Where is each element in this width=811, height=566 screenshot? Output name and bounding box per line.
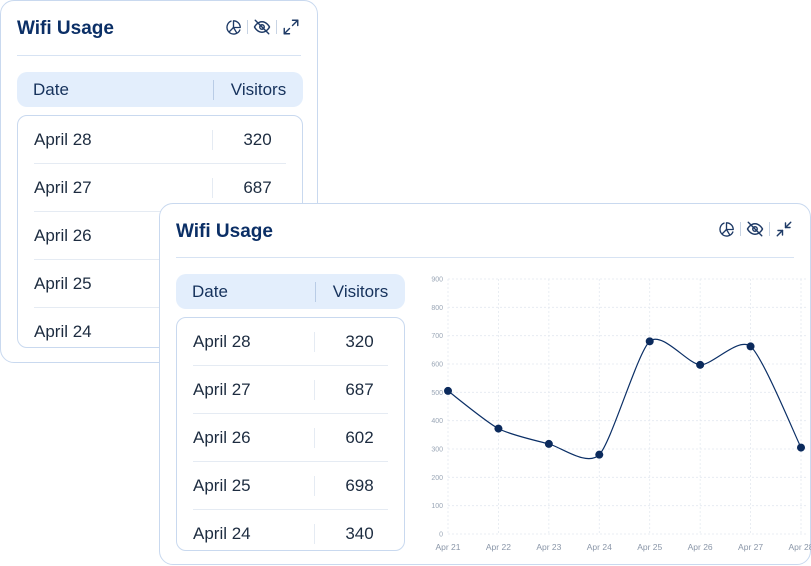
table-row: April 25 698 [177,462,404,510]
wifi-usage-card-front: Wifi Usage Date Visitors April 28 [159,203,811,565]
column-divider [213,79,214,100]
line-chart-svg: 0 100 200 300 400 500 600 700 800 900 Apr 21 Apr 22… [431,277,811,553]
expand-icon[interactable] [281,17,301,37]
cell-date: April 24 [193,524,251,543]
y-tick-label: 700 [431,333,443,340]
cell-date: April 25 [34,274,92,293]
data-point [444,386,452,395]
x-tick-label: Apr 21 [435,542,460,552]
cell-date: April 25 [193,476,251,495]
data-point [696,360,705,369]
cell-visitors: 687 [345,380,374,399]
table-header: Date Visitors [17,72,303,107]
data-point [645,337,654,346]
y-tick-label: 100 [431,503,443,510]
toolbar-divider [276,20,277,34]
x-tick-label: Apr 26 [688,542,713,552]
cell-visitors: 320 [345,332,374,351]
table-header: Date Visitors [176,274,405,309]
table-row: April 28 320 [18,116,302,164]
cell-divider [314,476,315,496]
card-title: Wifi Usage [17,18,114,39]
y-tick-label: 600 [431,362,443,369]
cell-divider [314,380,315,400]
cell-visitors: 687 [243,178,272,197]
x-tick-label: Apr 25 [637,542,662,552]
data-point [494,424,503,433]
cell-visitors: 340 [345,524,374,543]
table-row: April 27 687 [177,366,404,414]
x-tick-label: Apr 27 [738,542,763,552]
cell-date: April 27 [193,380,251,399]
pie-chart-icon[interactable] [716,219,736,239]
y-tick-label: 400 [431,418,443,425]
toolbar-divider [247,20,248,34]
cell-divider [314,332,315,352]
header-divider [17,55,301,56]
data-point [746,342,755,351]
cell-date: April 26 [34,226,92,245]
table-row: April 28 320 [177,318,404,366]
column-header-visitors[interactable]: Visitors [332,281,389,301]
column-header-date[interactable]: Date [33,79,69,99]
cell-divider [314,524,315,544]
cell-date: April 24 [34,322,92,341]
x-tick-label: Apr 22 [486,542,511,552]
cell-visitors: 320 [243,130,272,149]
cell-divider [212,178,213,198]
y-tick-label: 800 [431,305,443,312]
pie-chart-icon[interactable] [223,17,243,37]
cell-date: April 27 [34,178,92,197]
card-toolbar [716,219,794,239]
toolbar-divider [769,222,770,236]
x-tick-label: Apr 23 [536,542,561,552]
data-point [595,450,604,459]
y-tick-label: 900 [431,277,443,284]
eye-off-icon[interactable] [745,219,765,239]
line-chart: 0 100 200 300 400 500 600 700 800 900 Apr 21 Apr 22… [428,270,811,560]
column-header-date[interactable]: Date [192,281,228,301]
header-divider [176,257,794,258]
cell-date: April 28 [34,130,92,149]
cell-divider [212,130,213,150]
cell-date: April 28 [193,332,251,351]
collapse-icon[interactable] [774,219,794,239]
x-tick-label: Apr 28 [788,542,811,552]
x-tick-label: Apr 24 [587,542,612,552]
card-title: Wifi Usage [176,221,273,242]
y-tick-label: 0 [439,532,443,539]
eye-off-icon[interactable] [252,17,272,37]
toolbar-divider [740,222,741,236]
table-row: April 26 602 [177,414,404,462]
table-body: April 28 320 April 27 687 April 26 602 A… [176,317,405,551]
card-toolbar [223,17,301,37]
y-tick-label: 300 [431,447,443,454]
y-tick-label: 500 [431,390,443,397]
column-divider [315,281,316,302]
cell-date: April 26 [193,428,251,447]
data-point [797,443,805,452]
cell-divider [314,428,315,448]
table-row: April 24 340 [177,510,404,550]
data-point [544,439,553,448]
column-header-visitors[interactable]: Visitors [230,79,287,99]
series-line [447,338,802,460]
y-tick-label: 200 [431,475,443,482]
cell-visitors: 602 [345,428,374,447]
cell-visitors: 698 [345,476,374,495]
